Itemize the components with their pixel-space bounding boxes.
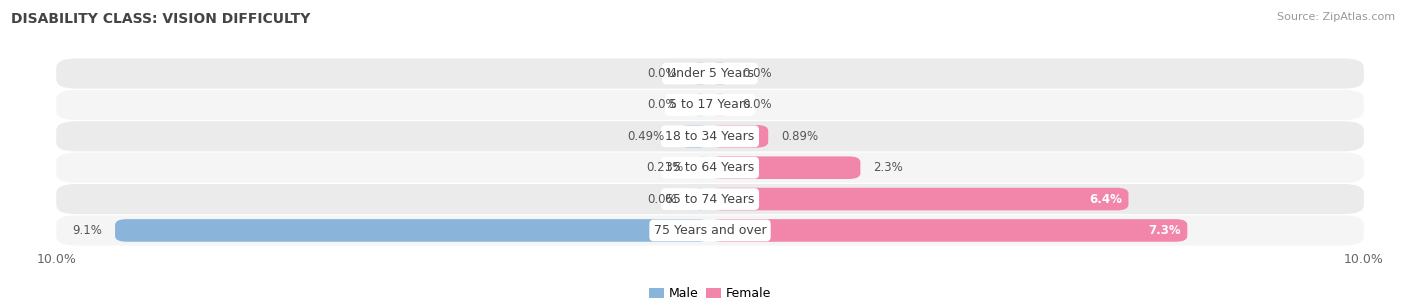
FancyBboxPatch shape (115, 219, 710, 242)
Text: 0.0%: 0.0% (742, 98, 772, 112)
FancyBboxPatch shape (56, 58, 1364, 88)
Text: 18 to 34 Years: 18 to 34 Years (665, 130, 755, 143)
Text: 0.49%: 0.49% (627, 130, 665, 143)
FancyBboxPatch shape (710, 62, 730, 85)
Text: 0.0%: 0.0% (648, 192, 678, 206)
FancyBboxPatch shape (56, 153, 1364, 183)
FancyBboxPatch shape (710, 125, 768, 148)
FancyBboxPatch shape (710, 94, 730, 116)
Text: Under 5 Years: Under 5 Years (666, 67, 754, 80)
Text: 9.1%: 9.1% (72, 224, 103, 237)
FancyBboxPatch shape (690, 188, 710, 210)
Text: 0.89%: 0.89% (782, 130, 818, 143)
Legend: Male, Female: Male, Female (644, 282, 776, 304)
FancyBboxPatch shape (56, 184, 1364, 214)
Text: Source: ZipAtlas.com: Source: ZipAtlas.com (1277, 12, 1395, 22)
FancyBboxPatch shape (690, 62, 710, 85)
Text: 65 to 74 Years: 65 to 74 Years (665, 192, 755, 206)
FancyBboxPatch shape (56, 90, 1364, 120)
Text: 35 to 64 Years: 35 to 64 Years (665, 161, 755, 174)
Text: 0.0%: 0.0% (648, 67, 678, 80)
Text: DISABILITY CLASS: VISION DIFFICULTY: DISABILITY CLASS: VISION DIFFICULTY (11, 12, 311, 26)
Text: 5 to 17 Years: 5 to 17 Years (669, 98, 751, 112)
FancyBboxPatch shape (710, 219, 1187, 242)
Text: 2.3%: 2.3% (873, 161, 903, 174)
FancyBboxPatch shape (56, 216, 1364, 246)
Text: 0.21%: 0.21% (645, 161, 683, 174)
Text: 0.0%: 0.0% (742, 67, 772, 80)
FancyBboxPatch shape (678, 125, 710, 148)
FancyBboxPatch shape (56, 121, 1364, 151)
FancyBboxPatch shape (710, 156, 860, 179)
Text: 75 Years and over: 75 Years and over (654, 224, 766, 237)
Text: 0.0%: 0.0% (648, 98, 678, 112)
FancyBboxPatch shape (690, 94, 710, 116)
FancyBboxPatch shape (696, 156, 710, 179)
Text: 7.3%: 7.3% (1149, 224, 1181, 237)
FancyBboxPatch shape (710, 188, 1129, 210)
Text: 6.4%: 6.4% (1090, 192, 1122, 206)
